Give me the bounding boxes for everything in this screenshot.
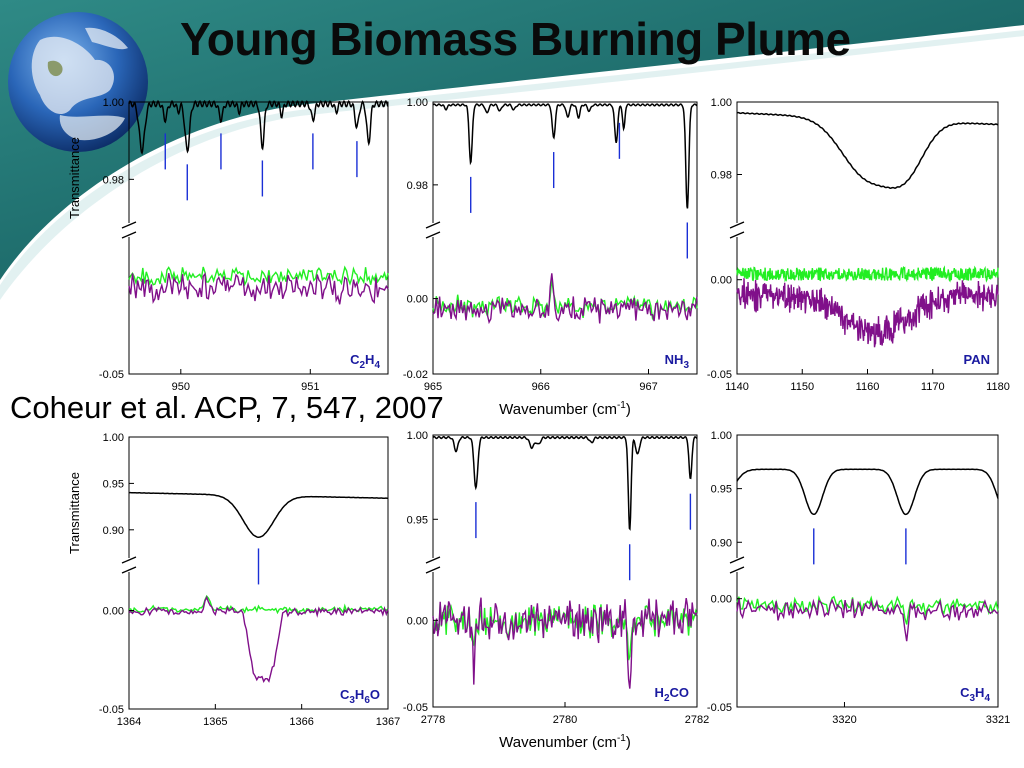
plot-frame (128, 436, 389, 710)
x-tick-label: 1150 (790, 381, 814, 393)
x-tick-label: 1180 (986, 381, 1010, 393)
y-tick-label: 1.00 (407, 430, 428, 442)
x-axis-label: Wavenumber (cm-1) (499, 400, 631, 418)
citation: Coheur et al. ACP, 7, 547, 2007 (10, 390, 444, 425)
y-tick-label: 0.98 (103, 174, 124, 186)
axis-break-mark (121, 231, 137, 239)
reference-transmittance-line (736, 468, 999, 516)
x-tick-label: 1140 (725, 381, 749, 393)
simulated-residual-line (736, 265, 999, 283)
y-tick-label: 0.00 (711, 275, 732, 287)
reference-transmittance-line (128, 491, 388, 539)
species-label: H2CO (655, 685, 689, 704)
axis-break-mark (729, 231, 745, 239)
y-tick-label: -0.05 (707, 369, 732, 381)
chart-panel-bottom-right: 1.00 0.95 0.90 0.00 -0.05 3320 3321 C3H4 (707, 430, 1010, 726)
plot-frame (128, 101, 389, 375)
plot-frame (432, 101, 698, 375)
slide-title: Young Biomass Burning Plume (180, 13, 851, 65)
chart-panel-top-left: 1.00 0.98 -0.05 950 951 Transmittance C2H4 (67, 97, 389, 393)
y-tick-label: 0.95 (711, 484, 732, 496)
y-tick-label: 0.90 (711, 537, 732, 549)
y-tick-label: -0.02 (403, 369, 428, 381)
x-tick-label: 3321 (986, 714, 1010, 726)
earth-globe-icon (8, 12, 148, 152)
reference-transmittance-line (432, 435, 698, 531)
x-tick-label: 2780 (553, 714, 577, 726)
plot-frame (432, 434, 698, 708)
species-label: C3H6O (340, 687, 380, 706)
axis-break-mark (729, 566, 745, 574)
y-tick-label: 0.95 (103, 478, 124, 490)
x-axis-label: Wavenumber (cm-1) (499, 733, 631, 751)
x-tick-label: 967 (639, 381, 657, 393)
y-tick-label: 0.00 (711, 594, 732, 606)
species-label: NH3 (665, 352, 690, 371)
axis-break-mark (729, 556, 745, 564)
reference-transmittance-line (736, 111, 999, 189)
x-tick-label: 1364 (117, 716, 141, 728)
simulated-residual-line (736, 595, 999, 625)
species-label: PAN (964, 352, 990, 367)
x-tick-label: 1160 (856, 381, 880, 393)
x-tick-label: 950 (172, 381, 190, 393)
y-tick-label: -0.05 (403, 702, 428, 714)
y-tick-label: 1.00 (103, 97, 124, 109)
teal-swoosh (0, 0, 1024, 280)
observed-residual-line (736, 598, 999, 642)
y-tick-label: 0.00 (407, 294, 428, 306)
observed-residual-line (736, 278, 999, 348)
y-tick-label: 0.95 (407, 514, 428, 526)
x-tick-label: 965 (424, 381, 442, 393)
y-tick-label: 1.00 (711, 97, 732, 109)
axis-break-mark (425, 231, 441, 239)
y-tick-label: -0.05 (99, 704, 124, 716)
axis-break-mark (121, 566, 137, 574)
species-label: C2H4 (350, 352, 380, 371)
axis-break-mark (425, 221, 441, 229)
y-tick-label: -0.05 (99, 369, 124, 381)
y-axis-label: Transmittance (67, 137, 82, 219)
y-axis-label: Transmittance (67, 472, 82, 554)
x-tick-label: 966 (532, 381, 550, 393)
x-tick-label: 1367 (376, 716, 400, 728)
y-tick-label: 0.00 (103, 605, 124, 617)
x-tick-label: 2782 (685, 714, 709, 726)
y-tick-label: 0.98 (711, 170, 732, 182)
simulated-residual-line (128, 594, 389, 615)
y-tick-label: 0.90 (103, 525, 124, 537)
y-tick-label: 1.00 (711, 430, 732, 442)
simulated-residual-line (128, 265, 389, 287)
y-tick-label: -0.05 (707, 702, 732, 714)
axis-break-mark (425, 566, 441, 574)
axis-break-mark (425, 556, 441, 564)
axis-break-mark (729, 221, 745, 229)
plot-frame (736, 434, 999, 708)
x-tick-label: 1366 (289, 716, 313, 728)
species-label: C3H4 (960, 685, 990, 704)
reference-transmittance-line (432, 103, 698, 209)
axis-break-mark (121, 556, 137, 564)
observed-residual-line (432, 597, 698, 689)
y-tick-label: 1.00 (407, 97, 428, 109)
y-tick-label: 0.98 (407, 180, 428, 192)
x-tick-label: 1365 (203, 716, 227, 728)
observed-residual-line (128, 272, 389, 305)
x-tick-label: 951 (301, 381, 319, 393)
x-tick-label: 2778 (421, 714, 445, 726)
observed-residual-line (432, 273, 698, 325)
reference-transmittance-line (128, 99, 389, 155)
axis-break-mark (121, 221, 137, 229)
x-tick-label: 3320 (832, 714, 856, 726)
observed-residual-line (128, 595, 389, 683)
y-tick-label: 0.00 (407, 615, 428, 627)
x-tick-label: 1170 (921, 381, 945, 393)
y-tick-label: 1.00 (103, 432, 124, 444)
